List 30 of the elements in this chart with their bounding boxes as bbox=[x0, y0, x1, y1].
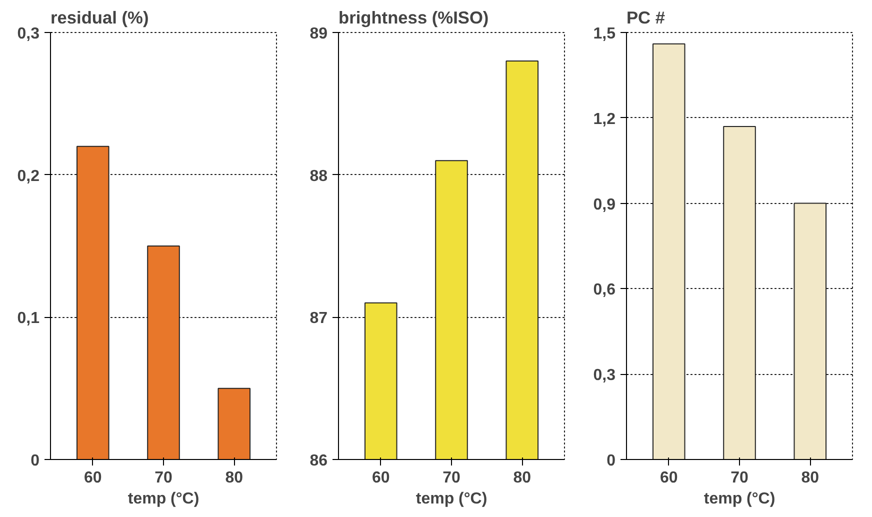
bar bbox=[218, 388, 251, 460]
y-tick-label: 89 bbox=[310, 26, 328, 42]
x-tick-label: 70 bbox=[730, 470, 748, 486]
x-tick-label: 60 bbox=[372, 470, 390, 486]
x-axis-title: temp (°C) bbox=[128, 490, 200, 508]
x-tick-label: 80 bbox=[513, 470, 532, 486]
x-tick-label: 60 bbox=[660, 470, 678, 486]
y-tick-label: 0,1 bbox=[17, 310, 40, 328]
x-axis-title: temp (°C) bbox=[416, 490, 488, 508]
y-tick-label: 0 bbox=[606, 452, 616, 470]
y-tick-label: 0,6 bbox=[593, 282, 616, 299]
chart-title: residual (%) bbox=[50, 8, 149, 28]
y-tick-label: 1,2 bbox=[593, 110, 616, 128]
x-tick-label: 80 bbox=[225, 470, 244, 486]
x-tick-label: 70 bbox=[442, 470, 460, 486]
y-tick-label: 0 bbox=[30, 452, 40, 470]
x-tick-label: 80 bbox=[801, 470, 820, 486]
y-tick-label: 88 bbox=[310, 168, 328, 185]
y-tick-label: 0,2 bbox=[17, 168, 40, 185]
x-tick-label: 60 bbox=[84, 470, 102, 486]
y-tick-label: 1,5 bbox=[593, 26, 616, 42]
y-tick-label: 0,9 bbox=[593, 196, 616, 214]
y-tick-label: 0,3 bbox=[17, 26, 40, 42]
x-axis-title: temp (°C) bbox=[704, 490, 776, 508]
x-tick-label: 70 bbox=[154, 470, 172, 486]
y-tick-label: 87 bbox=[310, 310, 328, 328]
y-tick-label: 0,3 bbox=[593, 367, 616, 384]
chart-title: PC # bbox=[626, 8, 666, 28]
y-tick-label: 86 bbox=[310, 452, 328, 470]
chart-title: brightness (%ISO) bbox=[338, 8, 489, 28]
